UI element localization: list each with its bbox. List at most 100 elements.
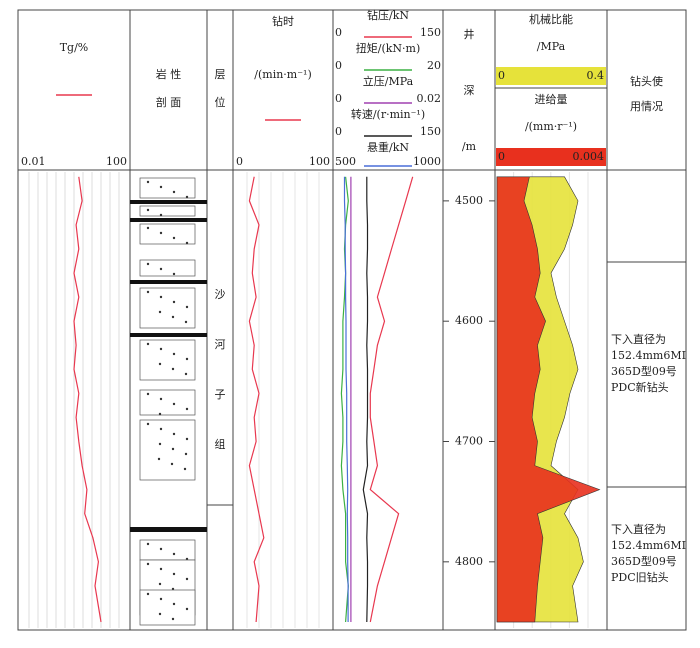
lithology-box: [139, 589, 196, 626]
scale-label: 1000: [413, 155, 441, 168]
lithology-dot: [172, 572, 176, 576]
lithology-dot: [159, 547, 163, 551]
lithology-dot: [158, 612, 162, 616]
lithology-dot: [159, 567, 163, 571]
curve-name: 钻压/kN: [367, 8, 409, 22]
depth-label: 4500: [455, 194, 483, 207]
curve-name: Tg/%: [60, 41, 89, 54]
column-header: 岩 性: [156, 67, 182, 81]
lithology-dot: [146, 180, 150, 184]
formation-name: 组: [215, 437, 226, 451]
scale-band: [496, 67, 606, 85]
lithology-dot: [185, 305, 189, 309]
lithology-dot: [170, 462, 174, 466]
lithology-dot: [185, 195, 189, 199]
lithology-box: [139, 419, 196, 481]
bit-note: 365D型09号: [611, 554, 677, 568]
column-header: 钻头使: [630, 74, 663, 88]
lithology-dot: [184, 452, 188, 456]
scale-label: 0.004: [573, 150, 605, 163]
lithology-dot: [159, 213, 163, 217]
lithology-bar: [130, 527, 207, 532]
curve: [343, 176, 349, 622]
curve-name: 转速/(r·min⁻¹): [351, 107, 425, 121]
lithology-dot: [146, 226, 150, 230]
scale-band: [496, 148, 606, 166]
lithology-dot: [159, 295, 163, 299]
lithology-dot: [185, 607, 189, 611]
column-header: 用情况: [630, 100, 663, 113]
curve: [362, 176, 369, 623]
lithology-box: [139, 259, 196, 277]
lithology-dot: [172, 190, 176, 194]
scale-label: 0: [335, 125, 342, 138]
column-header: 层: [215, 68, 226, 81]
lithology-dot: [172, 236, 176, 240]
lithology-dot: [146, 290, 150, 294]
lithology-dot: [171, 447, 175, 451]
lithology-dot: [158, 582, 162, 586]
scale-label: 0: [498, 150, 505, 163]
scale-label: 0.4: [587, 69, 605, 82]
lithology-bar: [130, 280, 207, 284]
lithology-dot: [159, 185, 163, 189]
curve-name: 机械比能: [529, 12, 573, 26]
lithology-dot: [146, 392, 150, 396]
lithology-dot: [172, 402, 176, 406]
column-header: 深: [464, 84, 475, 97]
column-header: 井: [464, 27, 475, 41]
lithology-dot: [171, 587, 175, 591]
lithology-dot: [157, 457, 161, 461]
lithology-dot: [171, 315, 175, 319]
lithology-dot: [172, 352, 176, 356]
scale-label: 0.01: [21, 155, 46, 168]
depth-label: 4800: [455, 555, 483, 568]
lithology-dot: [185, 357, 189, 361]
curve-unit: /(mm·r⁻¹): [525, 120, 577, 133]
curve: [248, 176, 265, 623]
lithology-bar: [130, 333, 207, 337]
curve: [73, 176, 102, 623]
lithology-bar: [130, 200, 207, 204]
scale-label: 0.02: [417, 92, 442, 105]
scale-label: 0: [335, 59, 342, 72]
curve-unit: /MPa: [537, 40, 566, 53]
lithology-dot: [172, 300, 176, 304]
column-header: 剖 面: [156, 95, 182, 109]
formation-name: 河: [215, 338, 226, 351]
scale-label: 0: [335, 26, 342, 39]
lithology-dot: [159, 597, 163, 601]
lithology-dot: [185, 407, 189, 411]
lithology-dot: [185, 557, 189, 561]
lithology-dot: [172, 602, 176, 606]
bit-note: 下入直径为: [611, 332, 666, 346]
formation-name: 沙: [215, 288, 226, 301]
lithology-dot: [159, 347, 163, 351]
lithology-dot: [159, 397, 163, 401]
lithology-dot: [146, 592, 150, 596]
bit-note: PDC旧钻头: [611, 570, 669, 584]
lithology-dot: [172, 272, 176, 276]
scale-label: 100: [309, 155, 330, 168]
lithology-dot: [185, 241, 189, 245]
lithology-dot: [172, 552, 176, 556]
lithology-dot: [185, 577, 189, 581]
bit-note: 下入直径为: [611, 522, 666, 536]
frame: [17, 9, 687, 631]
bit-note: 365D型09号: [611, 364, 677, 378]
scale-label: 100: [106, 155, 127, 168]
lithology-dot: [146, 342, 150, 346]
column-header: 位: [215, 95, 226, 109]
lithology-dot: [185, 437, 189, 441]
depth-label: 4600: [455, 314, 483, 327]
lithology-box: [139, 223, 196, 245]
curve-name: 钻时: [272, 14, 294, 28]
lithology-dot: [158, 362, 162, 366]
scale-label: 20: [427, 59, 441, 72]
lithology-bar: [130, 218, 207, 222]
depth-label: 4700: [455, 435, 483, 448]
lithology-dot: [183, 467, 187, 471]
lithology-dot: [158, 412, 162, 416]
lithology-dot: [158, 310, 162, 314]
